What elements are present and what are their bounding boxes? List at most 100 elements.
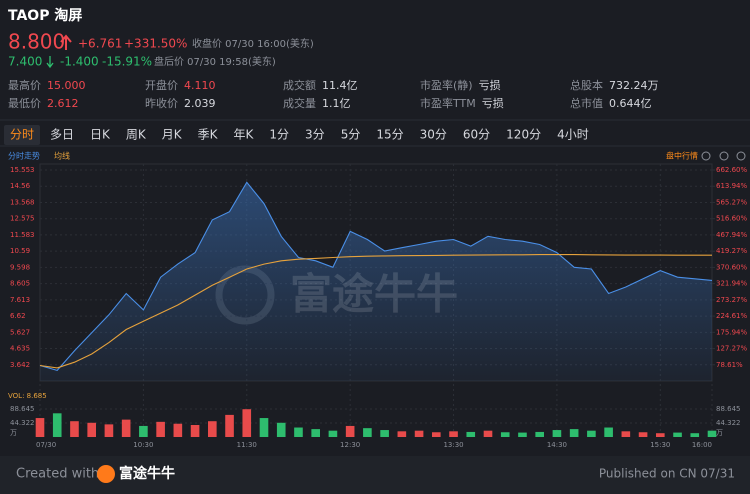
icon-minus[interactable]: [701, 151, 711, 161]
volume-bar: [294, 427, 303, 437]
volume-bar: [673, 432, 682, 437]
average-line: [39, 254, 712, 369]
volume-label: VOL: 8.685: [8, 392, 47, 400]
tab[interactable]: 30分: [420, 128, 447, 142]
volume-bar: [104, 424, 114, 437]
stat-value: 亏损: [482, 96, 504, 110]
ah-label: 盘后价 07/30 19:58(美东): [154, 55, 276, 68]
volume-unit: 万: [716, 429, 723, 437]
y2-tick-label: 370.60%: [716, 263, 747, 271]
y2-tick-label: 175.94%: [716, 328, 747, 336]
tab[interactable]: 分时: [10, 128, 34, 142]
volume-bar: [345, 425, 355, 437]
ah-change: -1.400: [60, 55, 99, 69]
volume-bar: [690, 433, 700, 437]
volume-bar: [208, 421, 217, 437]
volume-tick-label: 44.322: [10, 419, 35, 427]
stat-value: 2.039: [184, 97, 216, 110]
tab[interactable]: 60分: [463, 128, 490, 142]
y-tick-label: 7.613: [10, 296, 30, 304]
volume-bar: [656, 433, 665, 437]
y2-tick-label: 224.61%: [716, 312, 747, 320]
tab-selected-bg: [4, 125, 41, 145]
y2-tick-label: 127.27%: [716, 345, 747, 353]
y-tick-label: 5.627: [10, 328, 30, 336]
volume-bar: [707, 430, 717, 437]
x-tick-label: 10:30: [133, 441, 153, 449]
stat-label: 成交量: [283, 96, 316, 110]
created-with: Created with: [16, 467, 99, 482]
tab[interactable]: 季K: [198, 128, 219, 142]
volume-bar: [276, 422, 286, 437]
volume-bar: [483, 430, 493, 437]
y-tick-label: 4.635: [10, 345, 30, 353]
price-line: [39, 181, 713, 372]
price: 8.800: [8, 30, 65, 54]
volume-bar: [259, 418, 269, 437]
volume-bar: [35, 418, 45, 437]
y-tick-label: 13.568: [10, 198, 35, 206]
x-tick-label: 14:30: [547, 441, 567, 449]
volume-bar: [552, 430, 562, 437]
volume-unit: 万: [10, 429, 17, 437]
y2-tick-label: 273.27%: [716, 296, 747, 304]
tab[interactable]: 日K: [90, 128, 111, 142]
price-area: [40, 182, 712, 381]
stat-value: 11.4亿: [322, 79, 358, 92]
stat-label: 成交额: [283, 78, 316, 92]
volume-bar: [363, 428, 372, 437]
stat-value: 0.644亿: [609, 97, 652, 110]
volume-bar: [121, 419, 131, 437]
stat-value: 2.612: [47, 97, 79, 110]
y-tick-label: 8.605: [10, 280, 30, 288]
y-tick-label: 9.598: [10, 263, 30, 271]
x-tick-label: 12:30: [340, 441, 360, 449]
tab[interactable]: 多日: [50, 128, 74, 142]
tab[interactable]: 月K: [162, 128, 183, 142]
volume-bar: [87, 422, 96, 437]
volume-bar: [621, 431, 631, 437]
stat-label: 开盘价: [145, 78, 178, 92]
tab[interactable]: 周K: [126, 128, 147, 142]
tab[interactable]: 5分: [341, 128, 361, 142]
ah-price: 7.400: [8, 55, 42, 69]
icon-reset[interactable]: [719, 151, 729, 161]
volume-bar: [225, 414, 234, 437]
legend-entry: 均线: [54, 151, 70, 161]
volume-bar: [173, 423, 183, 437]
tab[interactable]: 4小时: [557, 128, 589, 142]
x-tick-label: 13:30: [443, 441, 463, 449]
y-tick-label: 14.56: [10, 182, 31, 190]
tab[interactable]: 1分: [269, 128, 289, 142]
volume-bar: [604, 427, 613, 437]
tab[interactable]: 3分: [305, 128, 325, 142]
volume-tick-label: 88.645: [716, 405, 741, 413]
y2-tick-label: 78.61%: [716, 361, 743, 369]
stat-label: 昨收价: [145, 96, 178, 110]
volume-bar: [190, 424, 200, 437]
volume-bar: [500, 432, 510, 437]
stat-label: 最低价: [8, 97, 41, 110]
tab[interactable]: 15分: [376, 128, 403, 142]
brand: 富途牛牛: [119, 465, 175, 482]
tab[interactable]: 120分: [506, 128, 541, 142]
volume-tick-label: 44.322: [716, 419, 741, 427]
volume-bar: [535, 431, 544, 437]
y2-tick-label: 467.94%: [716, 231, 747, 239]
volume-bar: [70, 421, 79, 437]
brand-logo: [97, 465, 115, 483]
ah-pct: -15.91%: [102, 55, 152, 69]
volume-bar: [328, 430, 338, 437]
y2-tick-label: 613.94%: [716, 182, 747, 190]
x-tick-label: 11:30: [237, 441, 257, 449]
y-tick-label: 10.59: [10, 247, 30, 255]
volume-bar: [414, 430, 424, 437]
volume-bar: [638, 432, 648, 437]
volume-bar: [466, 431, 476, 437]
tab[interactable]: 年K: [234, 128, 255, 142]
stat-value: 15.000: [47, 79, 86, 92]
icon-plus[interactable]: [736, 151, 746, 161]
volume-bar: [569, 429, 579, 437]
legend-entry: 分时走势: [8, 151, 40, 161]
mode-label: 盘中行情: [666, 151, 698, 161]
